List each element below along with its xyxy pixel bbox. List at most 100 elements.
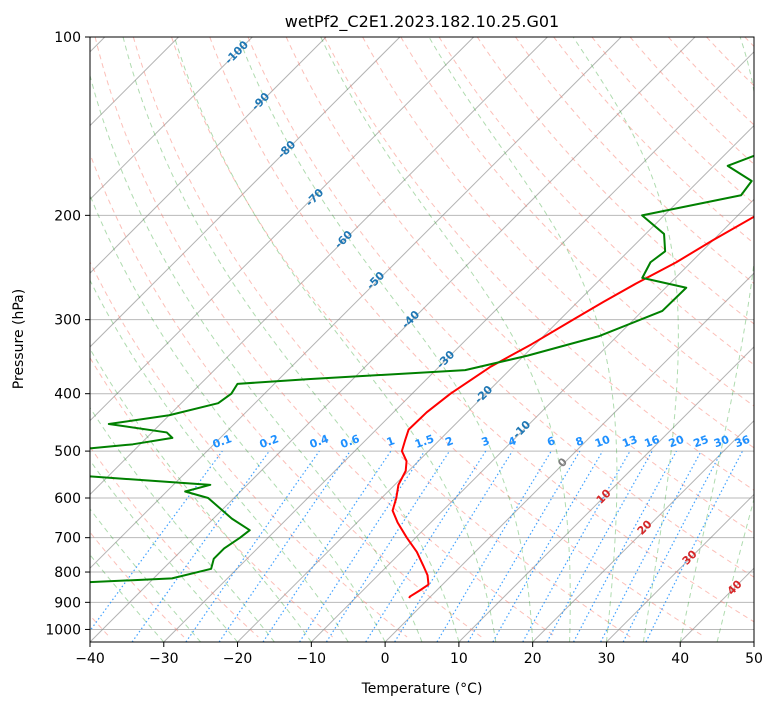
moist-adiabat-line: [572, 37, 679, 642]
dewpoint-line: [90, 154, 754, 584]
x-tick-label: −10: [297, 651, 327, 667]
dry-adiabat-line: [90, 260, 408, 638]
moist-adiabat-line: [90, 279, 349, 642]
mixing-ratio-label: 1: [385, 434, 397, 449]
isotherm-line: [90, 37, 548, 496]
isotherm-line: [90, 37, 327, 274]
isotherm-line: [90, 37, 253, 201]
y-tick-label: 400: [54, 387, 81, 403]
x-tick-label: −30: [149, 651, 179, 667]
isotherm-line: [310, 198, 754, 642]
moist-adiabat-line: [428, 37, 618, 642]
y-tick-label: 200: [54, 208, 81, 224]
mixing-ratio-label: 36: [733, 433, 752, 451]
mixing-ratio-label: 25: [692, 433, 711, 450]
mixing-ratio-line: [131, 450, 270, 642]
mixing-ratio-label: 0.2: [258, 432, 281, 451]
x-tick-label: 20: [524, 651, 542, 667]
mixing-ratio-line: [573, 450, 677, 642]
dry-adiabat-line: [90, 356, 334, 638]
mixing-ratio-label: 0.1: [211, 432, 234, 451]
dry-adiabat-line: [90, 531, 185, 638]
x-tick-label: 10: [450, 651, 468, 667]
y-tick-label: 1000: [45, 622, 81, 638]
dry-adiabat-line: [515, 37, 754, 285]
mixing-ratio-label: 8: [574, 434, 586, 449]
y-tick-label: 900: [54, 595, 81, 611]
mixing-ratio-label: 30: [712, 433, 731, 451]
dry-adiabat-lines: [90, 37, 754, 638]
y-tick-label: 700: [54, 531, 81, 547]
moist-adiabat-line: [122, 37, 460, 642]
dry-adiabat-line: [171, 37, 705, 638]
moist-adiabat-line: [173, 37, 497, 642]
mixing-ratio-line: [262, 450, 392, 642]
dry-adiabat-line: [629, 37, 754, 165]
moist-adiabat-line: [238, 37, 534, 642]
x-tick-label: −20: [223, 651, 253, 667]
profile-lines: [90, 154, 754, 599]
mixing-ratio-label: 1.5: [413, 432, 436, 451]
x-tick-label: 30: [598, 651, 616, 667]
mixing-ratio-label: 20: [667, 433, 686, 451]
mixing-ratio-line: [522, 450, 631, 642]
plot-frame: [89, 36, 755, 643]
dry-adiabat-line: [323, 37, 754, 491]
mixing-ratio-line: [90, 450, 223, 632]
x-tick-label: 50: [745, 651, 763, 667]
isotherm-line: [90, 37, 401, 348]
mixing-ratio-line: [218, 450, 351, 642]
y-tick-label: 800: [54, 565, 81, 581]
y-tick-label: 600: [54, 491, 81, 507]
isotherm-lines: [90, 37, 754, 642]
isotherm-line: [532, 419, 754, 642]
y-tick-label: 300: [54, 313, 81, 329]
dry-adiabat-line: [247, 37, 754, 578]
dry-adiabat-line: [362, 37, 754, 449]
moist-adiabat-line: [320, 37, 571, 642]
dry-adiabat-line: [285, 37, 754, 534]
mixing-ratio-line: [546, 450, 653, 642]
isotherm-line: [163, 51, 754, 642]
x-tick-label: 40: [671, 651, 689, 667]
moist-adiabat-line: [90, 73, 423, 642]
isotherm-line: [90, 37, 475, 422]
chart-title: wetPf2_C2E1.2023.182.10.25.G01: [285, 12, 559, 32]
y-tick-label: 500: [54, 444, 81, 460]
y-tick-label: 100: [54, 30, 81, 46]
temperature-line: [391, 215, 754, 599]
plot-area: -100-90-80-70-60-50-40-30-20-10010203040…: [90, 37, 754, 642]
mixing-ratio-label: 4: [506, 434, 518, 449]
isotherm-line: [90, 37, 622, 569]
mixing-ratio-label: 6: [545, 434, 557, 449]
mixing-ratio-label: 10: [593, 433, 612, 451]
mixing-ratio-line: [299, 450, 426, 642]
y-axis-label: Pressure (hPa): [11, 289, 27, 389]
dry-adiabat-line: [400, 37, 754, 407]
axes: −40 −30 −20 −10 0 10 20 30 40 5010020030040050060…: [45, 30, 763, 667]
dry-adiabat-line: [94, 37, 557, 638]
isotherm-line: [458, 346, 754, 642]
mixing-ratio-label: 0.6: [339, 432, 362, 451]
mixing-ratio-lines: [90, 450, 744, 642]
mixing-ratio-line: [645, 450, 744, 642]
x-tick-label: −40: [75, 651, 105, 667]
mixing-ratio-line: [394, 450, 513, 642]
mixing-ratio-line: [185, 450, 320, 642]
mixing-ratio-label: 0.4: [308, 432, 331, 451]
mixing-ratio-label: 13: [620, 433, 639, 450]
moist-adiabat-line: [90, 553, 165, 642]
dry-adiabat-line: [90, 152, 482, 638]
isotherm-line: [606, 493, 754, 642]
x-tick-label: 0: [381, 651, 390, 667]
moist-adiabat-line: [90, 459, 238, 642]
mixing-ratio-label: 2: [444, 434, 456, 449]
moist-adiabat-lines: [90, 37, 754, 642]
mixing-ratio-label: 16: [643, 433, 662, 451]
mixing-ratio-line: [325, 450, 450, 642]
isotherm-line: [384, 272, 754, 642]
x-axis-label: Temperature (°C): [361, 681, 483, 697]
mixing-ratio-label: 3: [480, 434, 492, 449]
